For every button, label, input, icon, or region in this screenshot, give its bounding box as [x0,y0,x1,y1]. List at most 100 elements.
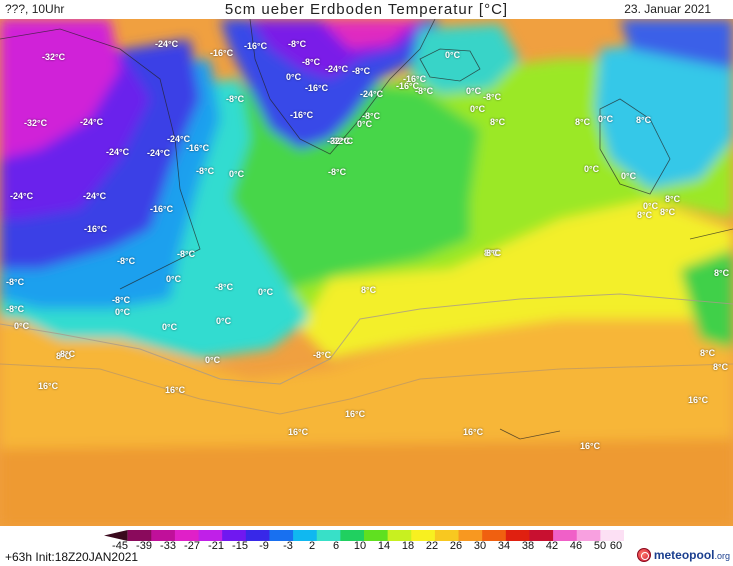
scale-tick-label: 30 [473,540,487,552]
meteopool-logo-icon [636,548,651,562]
band-14 [0,309,733,449]
temperature-label: 0°C [584,164,600,174]
scale-swatch [529,530,554,541]
temperature-label: 0°C [166,274,182,284]
temperature-label: -8°C [177,249,196,259]
temperature-label: -8°C [288,39,307,49]
temperature-label: 8°C [484,248,500,258]
temperature-label: 8°C [56,351,72,361]
temperature-label: 0°C [162,322,178,332]
scale-swatch [151,530,176,541]
temperature-label: -24°C [10,191,34,201]
temperature-label: 8°C [665,194,681,204]
scale-swatch [198,530,223,541]
temperature-field [0,19,733,526]
scale-tick-label: -39 [136,540,152,552]
scale-tick-label: 10 [353,540,367,552]
temperature-label: 0°C [216,316,232,326]
band-minus27-west [0,19,120,159]
temperature-label: -8°C [196,166,215,176]
temperature-label: -16°C [150,204,174,214]
temperature-label: 8°C [637,210,653,220]
azores-hint [499,428,561,440]
temperature-label: -24°C [106,147,130,157]
temperature-label: 16°C [288,427,309,437]
temperature-label: 0°C [229,169,245,179]
temperature-label: -24°C [83,191,107,201]
isotherm-8 [0,293,733,385]
scale-tick-label: 18 [401,540,415,552]
scale-tick-label: 38 [521,540,535,552]
scandinavia-coast [599,98,671,195]
temperature-label: -24°C [325,64,349,74]
temperature-label: 16°C [463,427,484,437]
temperature-label: 0°C [445,50,461,60]
temperature-label: -8°C [415,86,434,96]
temperature-label: 16°C [38,381,59,391]
scale-tick-label: -21 [208,540,224,552]
scale-swatch [600,530,625,541]
temperature-label: 16°C [345,409,366,419]
iceland-coast [419,48,481,82]
scale-swatch [364,530,389,541]
temperature-map: -32°C -24°C -16°C -16°C -8°C -32°C -24°C 0°C -8°… [0,19,733,526]
temperature-label: -24°C [80,117,104,127]
iceland-region [410,24,520,94]
scandinavia-cold [595,39,733,189]
temperature-label: 8°C [713,362,729,372]
logo-suffix: .org [714,551,730,561]
temperature-label: 16°C [580,441,601,451]
scale-tick-label: -27 [184,540,200,552]
scale-swatch [340,530,365,541]
scale-swatch [293,530,318,541]
scale-swatch [245,530,270,541]
isotherm-16 [0,363,733,415]
temperature-label: -24°C [360,89,384,99]
temperature-label: -32°C [42,52,66,62]
scale-swatch [576,530,601,541]
temperature-label: -24°C [147,148,171,158]
scale-swatch [269,530,294,541]
header-run-label: ???, 10Uhr [5,2,65,16]
scale-swatch [482,530,507,541]
temperature-label: -16°C [186,143,210,153]
temperature-label: 16°C [688,395,709,405]
temperature-label: 0°C [621,171,637,181]
meteopool-logo[interactable]: meteopool.org [636,548,730,562]
temperature-label: -8°C [215,282,234,292]
color-scale [104,530,625,541]
scale-tick-label: 6 [332,540,340,552]
temperature-label: 0°C [470,104,486,114]
scale-swatch [458,530,483,541]
temperature-label: -24°C [155,39,179,49]
color-scale-bar [104,528,625,541]
temperature-label: -8°C [117,256,136,266]
temperature-label: 0°C [466,86,482,96]
temperature-label: -16°C [84,224,108,234]
band-10 [300,199,733,359]
temperature-label: -16°C [290,110,314,120]
scale-swatch [127,530,152,541]
temperature-label: -8°C [6,277,25,287]
temperature-label: -32°C [327,136,351,146]
temperature-label: -8°C [362,111,381,121]
temperature-label: 0°C [598,114,614,124]
scale-tick-label: 2 [308,540,316,552]
temperature-label: -8°C [483,92,502,102]
scale-swatch [387,530,412,541]
greenland-peak [320,19,420,49]
scale-tick-label: -15 [232,540,248,552]
temperature-label: 8°C [714,268,730,278]
scale-tick-label: 50 [593,540,607,552]
temperature-label: 8°C [636,115,652,125]
temperature-label: -16°C [403,74,427,84]
scale-tick-label: 42 [545,540,559,552]
temperature-label: -8°C [302,57,321,67]
temperature-label: -32°C [330,136,354,146]
temperature-label: -32°C [24,118,48,128]
scale-swatch [174,530,200,541]
temperature-label: 8°C [60,349,76,359]
scale-tick-label: 60 [609,540,623,552]
temperature-label: 0°C [115,307,131,317]
color-scale-ticks: -45 -39 -33 -27 -21 -15 -9 -3 2 6 10 14 18 22 26 30 34 38… [104,540,624,553]
